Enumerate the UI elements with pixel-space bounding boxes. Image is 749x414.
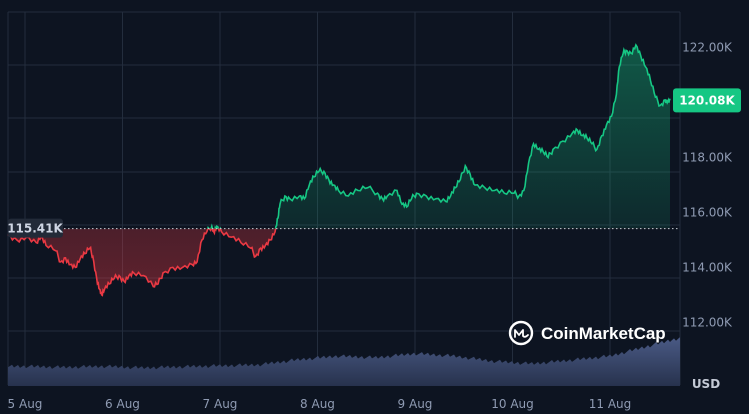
x-tick-label: 7 Aug — [203, 397, 238, 411]
currency-label: USD — [692, 377, 720, 391]
x-tick-label: 10 Aug — [491, 397, 534, 411]
x-tick-label: 5 Aug — [8, 397, 43, 411]
volume-area — [8, 337, 680, 386]
x-tick-label: 11 Aug — [589, 397, 632, 411]
y-tick-label: 116.00K — [682, 205, 733, 219]
y-tick-label: 122.00K — [682, 41, 733, 55]
y-tick-label: 114.00K — [682, 260, 733, 274]
x-tick-label: 8 Aug — [300, 397, 335, 411]
watermark-text: CoinMarketCap — [541, 324, 666, 343]
price-line-up — [206, 43, 671, 229]
baseline-value-label: 115.41K — [7, 222, 63, 236]
x-tick-label: 6 Aug — [105, 397, 140, 411]
area-above-baseline — [207, 45, 670, 229]
current-price-badge: 120.08K — [673, 88, 741, 113]
area-below-baseline — [8, 228, 670, 296]
baseline-badge: 115.41K — [7, 218, 64, 238]
x-tick-label: 9 Aug — [398, 397, 433, 411]
y-tick-label: 118.00K — [682, 151, 733, 165]
y-axis-ticks: 112.00K114.00K116.00K118.00K120.00K122.0… — [682, 41, 733, 330]
watermark: CoinMarketCap — [508, 320, 666, 346]
price-line-down — [7, 228, 277, 297]
coinmarketcap-logo-icon — [508, 320, 534, 346]
current-price-label: 120.08K — [679, 93, 735, 107]
y-tick-label: 112.00K — [682, 315, 733, 329]
x-axis-ticks: 5 Aug 6 Aug 7 Aug 8 Aug 9 Aug 10 Aug 11 Aug — [8, 397, 632, 411]
